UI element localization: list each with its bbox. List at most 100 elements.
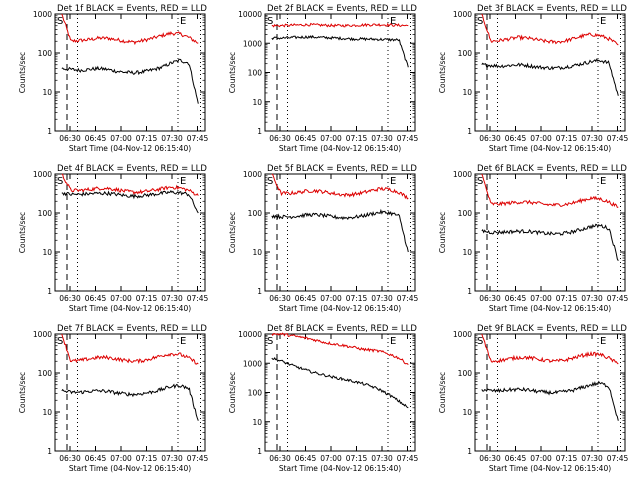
x-tick-label: 07:45 [187, 294, 209, 303]
start-marker-label: S [267, 336, 273, 347]
panel-title: Det 5f BLACK = Events, RED = LLD [267, 164, 417, 174]
y-tick-label: 100 [38, 209, 53, 218]
x-tick-label: 07:15 [346, 294, 368, 303]
y-tick-label: 10000 [238, 10, 262, 19]
x-tick-label: 07:30 [161, 454, 183, 463]
x-tick-label: 07:45 [397, 294, 419, 303]
series-line-events [271, 34, 409, 68]
x-tick-label: 07:30 [581, 294, 603, 303]
y-tick-label: 10000 [238, 330, 262, 339]
panel-det-7: Det 7f BLACK = Events, RED = LLD 1 10 100 10… [18, 324, 209, 473]
x-tick-label: 07:15 [556, 454, 578, 463]
y-axis-title: Counts/sec [18, 212, 27, 253]
x-tick-label: 07:45 [607, 134, 629, 143]
x-tick-label: 07:45 [397, 454, 419, 463]
x-tick-label: 06:45 [295, 454, 317, 463]
series-line-events [61, 58, 199, 104]
plot-frame [264, 13, 416, 132]
x-axis-title: Start Time (04-Nov-12 06:15:40) [279, 304, 401, 313]
x-tick-label: 06:30 [479, 454, 501, 463]
start-marker-label: S [57, 336, 63, 347]
x-tick-label: 07:30 [581, 134, 603, 143]
series-line-events [481, 223, 619, 261]
x-tick-label: 06:45 [505, 294, 527, 303]
x-tick-label: 07:00 [530, 134, 552, 143]
panel-det-5: Det 5f BLACK = Events, RED = LLD 1 10 100 10… [228, 164, 419, 313]
start-marker-label: S [477, 176, 483, 187]
series-line-lld [61, 173, 199, 196]
y-tick-label: 1 [257, 447, 262, 456]
end-marker-label: E [600, 336, 606, 347]
x-axis-title: Start Time (04-Nov-12 06:15:40) [279, 464, 401, 473]
x-tick-label: 07:45 [397, 134, 419, 143]
y-tick-label: 100 [38, 49, 53, 58]
x-tick-label: 07:15 [556, 134, 578, 143]
x-tick-label: 07:00 [110, 454, 132, 463]
x-tick-label: 06:45 [85, 134, 107, 143]
x-axis-title: Start Time (04-Nov-12 06:15:40) [69, 464, 191, 473]
panel-det-3: Det 3f BLACK = Events, RED = LLD 1 10 100 10… [438, 4, 629, 153]
y-tick-label: 1000 [33, 330, 52, 339]
plot-frame [264, 333, 416, 452]
panel-det-8: Det 8f BLACK = Events, RED = LLD 1 10 100 10… [228, 324, 419, 473]
panel-det-1: Det 1f BLACK = Events, RED = LLD 1 10 100 10… [18, 4, 209, 153]
x-axis-title: Start Time (04-Nov-12 06:15:40) [69, 144, 191, 153]
panel-det-9: Det 9f BLACK = Events, RED = LLD 1 10 100 10… [438, 324, 629, 473]
y-tick-label: 100 [38, 369, 53, 378]
panel-title: Det 8f BLACK = Events, RED = LLD [267, 324, 417, 334]
x-axis-title: Start Time (04-Nov-12 06:15:40) [489, 464, 611, 473]
series-line-lld [481, 173, 619, 208]
x-tick-label: 07:15 [346, 134, 368, 143]
y-axis-title: Counts/sec [438, 372, 447, 413]
end-marker-label: E [600, 176, 606, 187]
panel-title: Det 9f BLACK = Events, RED = LLD [477, 324, 627, 334]
y-tick-label: 1000 [453, 330, 472, 339]
x-tick-label: 06:30 [269, 294, 291, 303]
x-tick-label: 06:30 [269, 134, 291, 143]
plot-frame [54, 333, 206, 452]
series-line-lld [271, 173, 409, 200]
y-tick-label: 1 [257, 127, 262, 136]
y-axis-title: Counts/sec [438, 52, 447, 93]
y-tick-label: 10 [252, 98, 262, 107]
x-tick-label: 06:45 [295, 134, 317, 143]
y-tick-label: 1000 [453, 10, 472, 19]
panel-det-2: Det 2f BLACK = Events, RED = LLD 1 10 100 10… [228, 4, 419, 153]
x-tick-label: 07:30 [371, 454, 393, 463]
y-tick-label: 100 [458, 369, 473, 378]
series-line-lld [481, 333, 619, 365]
x-axis-title: Start Time (04-Nov-12 06:15:40) [69, 304, 191, 313]
x-axis-title: Start Time (04-Nov-12 06:15:40) [489, 144, 611, 153]
x-tick-label: 07:15 [136, 134, 158, 143]
y-tick-label: 1 [47, 447, 52, 456]
y-axis-title: Counts/sec [18, 52, 27, 93]
y-tick-label: 1000 [243, 170, 262, 179]
plot-frame [474, 13, 626, 132]
end-marker-label: E [180, 336, 186, 347]
y-tick-label: 100 [458, 49, 473, 58]
start-marker-label: S [477, 336, 483, 347]
y-tick-label: 1 [467, 447, 472, 456]
end-marker-label: E [390, 16, 396, 27]
x-tick-label: 06:30 [269, 454, 291, 463]
x-tick-label: 07:30 [161, 294, 183, 303]
series-line-lld [271, 332, 409, 365]
y-tick-label: 1 [257, 287, 262, 296]
y-tick-label: 100 [458, 209, 473, 218]
series-line-events [271, 356, 409, 409]
x-tick-label: 07:30 [371, 294, 393, 303]
y-tick-label: 10 [462, 88, 472, 97]
y-tick-label: 1000 [243, 39, 262, 48]
plot-frame [54, 173, 206, 292]
y-tick-label: 1 [467, 287, 472, 296]
y-tick-label: 10 [42, 248, 52, 257]
x-tick-label: 07:45 [607, 294, 629, 303]
y-tick-label: 1 [467, 127, 472, 136]
y-tick-label: 1000 [33, 10, 52, 19]
series-line-events [61, 383, 199, 421]
plot-frame [474, 173, 626, 292]
x-tick-label: 06:30 [59, 294, 81, 303]
x-tick-label: 07:30 [161, 134, 183, 143]
x-tick-label: 07:15 [556, 294, 578, 303]
